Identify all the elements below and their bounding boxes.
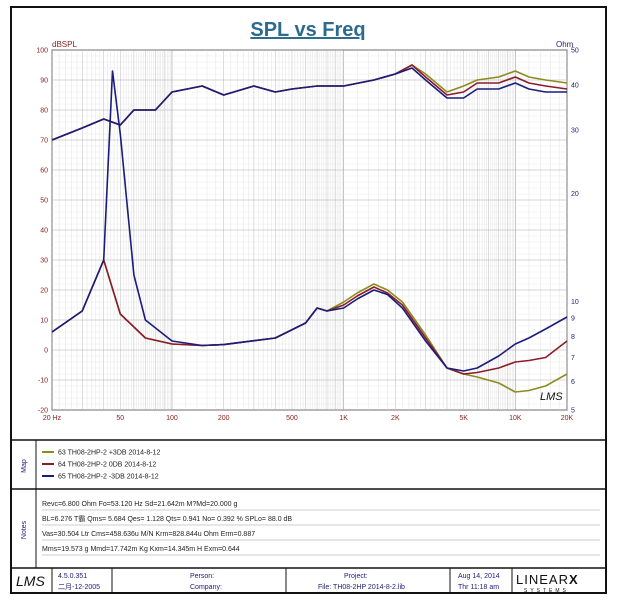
response-curve-1 xyxy=(51,259,568,375)
y-right-tick-label: 40 xyxy=(571,82,579,89)
y-left-tick-label: -10 xyxy=(38,378,48,385)
x-tick-label: 100 xyxy=(166,415,178,422)
notes-line: Vas=30.504 Ltr Cms=458.636u M/N Krm=828.… xyxy=(42,531,255,538)
legend-entry: 63 TH08-2HP-2 +3DB 2014-8-12 xyxy=(58,450,161,457)
series-layer xyxy=(51,64,568,393)
x-tick-label: 20K xyxy=(561,415,574,422)
notes-tag: Notes xyxy=(21,520,28,539)
chart-title: SPL vs Freq xyxy=(250,19,365,41)
footer-build-date: 二月-12-2005 xyxy=(58,583,100,591)
map-tag: Map xyxy=(21,459,28,473)
y-right-tick-label: 5 xyxy=(571,408,575,415)
y-left-tick-label: 90 xyxy=(40,78,48,85)
footer-logo: LMS xyxy=(16,573,45,589)
notes-line: Mms=19.573 g Mmd=17.742m Kg Kxm=14.345m … xyxy=(42,546,240,553)
footer-version: 4.5.0.351 xyxy=(58,573,87,580)
y-left-tick-label: 20 xyxy=(40,288,48,295)
footer-time: Thr 11:18 am xyxy=(458,584,499,591)
y-right-tick-label: 6 xyxy=(571,379,575,386)
watermark-logo: LMS xyxy=(540,391,563,403)
x-tick-label: 1K xyxy=(339,415,348,422)
y-left-tick-label: 40 xyxy=(40,228,48,235)
y-left-tick-label: 70 xyxy=(40,138,48,145)
x-tick-label: 200 xyxy=(218,415,230,422)
legend-entry: 65 TH08-2HP-2 -3DB 2014-8-12 xyxy=(58,474,159,481)
y-right-tick-label: 50 xyxy=(571,48,579,55)
footer-date: Aug 14, 2014 xyxy=(458,573,500,580)
y-left-tick-label: 100 xyxy=(36,48,48,55)
notes-line: Revc=6.800 Ohm Fo=53.120 Hz Sd=21.642m M… xyxy=(42,501,237,508)
response-curve-2 xyxy=(51,70,568,372)
y-left-tick-label: 10 xyxy=(40,318,48,325)
y-left-tick-label: 50 xyxy=(40,198,48,205)
x-tick-label: 10K xyxy=(509,415,522,422)
notes-block: Revc=6.800 Ohm Fo=53.120 Hz Sd=21.642m M… xyxy=(42,501,600,556)
x-tick-label: 20 Hz xyxy=(43,415,62,422)
y-right-tick-label: 7 xyxy=(571,355,575,362)
axis-ticks: -20 -10 0 10 20 30 40 50 60 70 80 90 100 5 6 7 8 9 10 20 30 4… xyxy=(36,48,579,423)
y-left-tick-label: 0 xyxy=(44,348,48,355)
y-left-label: dBSPL xyxy=(52,40,77,49)
y-left-tick-label: 30 xyxy=(40,258,48,265)
y-right-label: Ohm xyxy=(556,40,574,49)
y-right-tick-label: 8 xyxy=(571,334,575,341)
footer-brand-sub: SYSTEMS xyxy=(524,588,569,594)
legend: 63 TH08-2HP-2 +3DB 2014-8-12 64 TH08-2HP-… xyxy=(42,450,161,481)
x-tick-label: 5K xyxy=(459,415,468,422)
footer-project: Project: xyxy=(344,573,368,580)
spl-upper-curve-2 xyxy=(51,67,567,141)
y-right-tick-label: 20 xyxy=(571,191,579,198)
y-left-tick-label: -20 xyxy=(38,408,48,415)
x-tick-label: 50 xyxy=(116,415,124,422)
footer-file: File: TH08-2HP 2014-8-2.lib xyxy=(318,584,405,591)
y-left-tick-label: 60 xyxy=(40,168,48,175)
footer-brand: LINEARX xyxy=(516,572,579,587)
footer-person: Person: xyxy=(190,573,214,580)
footer-company: Company: xyxy=(190,584,222,591)
y-right-tick-label: 10 xyxy=(571,299,579,306)
notes-line: BL=6.276 T霸 Qms= 5.684 Qes= 1.128 Qts= 0… xyxy=(42,515,292,523)
y-right-tick-label: 9 xyxy=(571,316,575,323)
legend-entry: 64 TH08-2HP-2 0DB 2014-8-12 xyxy=(58,462,156,469)
y-left-tick-label: 80 xyxy=(40,108,48,115)
y-right-tick-label: 30 xyxy=(571,127,579,134)
x-tick-label: 500 xyxy=(286,415,298,422)
x-tick-label: 2K xyxy=(391,415,400,422)
